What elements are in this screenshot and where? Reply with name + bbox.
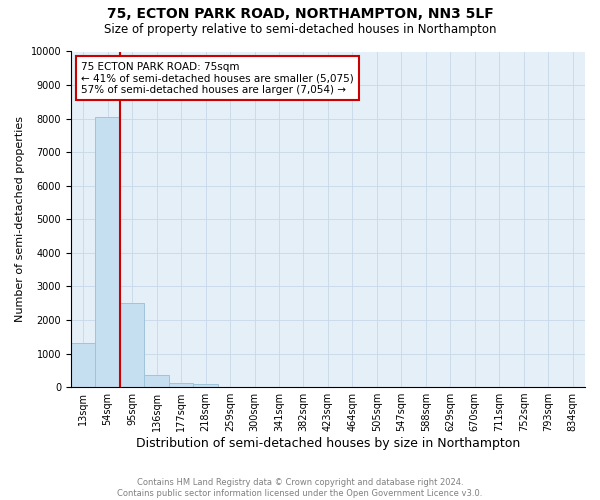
Bar	[71, 344, 95, 387]
Text: Size of property relative to semi-detached houses in Northampton: Size of property relative to semi-detach…	[104, 22, 496, 36]
Text: Contains HM Land Registry data © Crown copyright and database right 2024.
Contai: Contains HM Land Registry data © Crown c…	[118, 478, 482, 498]
Bar	[193, 384, 218, 387]
Bar	[169, 382, 193, 387]
Bar	[95, 117, 120, 387]
Bar	[120, 303, 145, 387]
Bar	[145, 374, 169, 387]
Y-axis label: Number of semi-detached properties: Number of semi-detached properties	[15, 116, 25, 322]
Text: 75, ECTON PARK ROAD, NORTHAMPTON, NN3 5LF: 75, ECTON PARK ROAD, NORTHAMPTON, NN3 5L…	[107, 8, 493, 22]
Text: 75 ECTON PARK ROAD: 75sqm
← 41% of semi-detached houses are smaller (5,075)
57% : 75 ECTON PARK ROAD: 75sqm ← 41% of semi-…	[81, 62, 354, 95]
X-axis label: Distribution of semi-detached houses by size in Northampton: Distribution of semi-detached houses by …	[136, 437, 520, 450]
